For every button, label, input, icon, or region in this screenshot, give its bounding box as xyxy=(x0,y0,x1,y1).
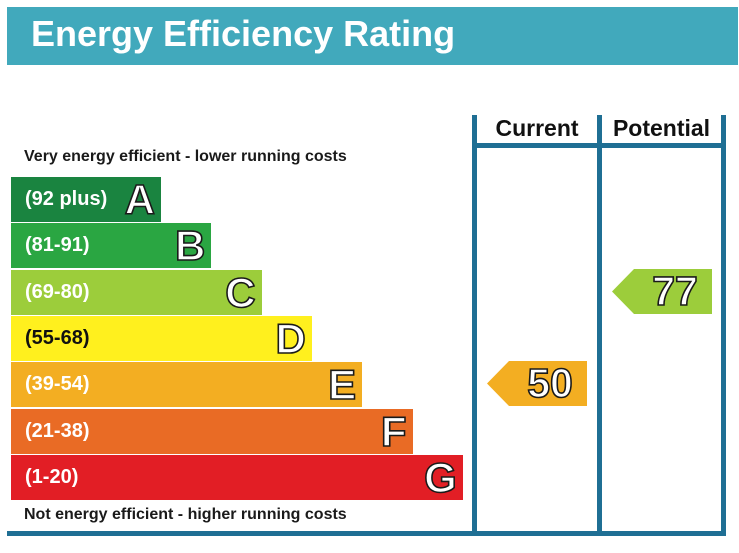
band-range-label: (21-38) xyxy=(25,419,90,442)
arrow-value-label: 77 xyxy=(651,267,698,315)
band-d: (55-68) D xyxy=(11,314,312,363)
band-range-label: (39-54) xyxy=(25,373,90,396)
caption-efficient: Very energy efficient - lower running co… xyxy=(24,148,347,165)
band-letter-label: F xyxy=(380,407,407,456)
band-range-label: (69-80) xyxy=(25,280,90,303)
band-range-label: (92 plus) xyxy=(25,188,108,210)
arrow-potential: 77 xyxy=(612,267,712,315)
band-e: (39-54) E xyxy=(11,360,363,409)
chart-title: Energy Efficiency Rating xyxy=(31,13,456,54)
arrow-current: 50 xyxy=(487,359,587,407)
frame-line-middle xyxy=(597,115,602,535)
band-letter-label: A xyxy=(124,175,156,224)
arrow-shape xyxy=(612,268,712,314)
arrow-fill xyxy=(487,361,587,407)
band-f: (21-38) F xyxy=(11,407,413,456)
band-letter-label: D xyxy=(275,314,307,363)
band-a: (92 plus) A xyxy=(11,175,161,224)
band-letter-label: B xyxy=(174,221,206,270)
band-range-label: (1-20) xyxy=(25,465,79,488)
band-b: (81-91) B xyxy=(11,221,212,270)
title-bar: Energy Efficiency Rating xyxy=(7,7,738,65)
band-g: (1-20) G xyxy=(11,453,463,502)
column-header-potential: Potential xyxy=(612,115,711,141)
arrow-fill xyxy=(612,268,712,314)
frame-bottom-line xyxy=(7,531,726,536)
arrow-value-label: 50 xyxy=(526,359,573,407)
arrow-shape xyxy=(487,361,587,407)
band-letter-label: C xyxy=(224,268,256,317)
band-letter-label: G xyxy=(423,453,457,502)
band-c: (69-80) C xyxy=(11,268,262,317)
frame-header-line xyxy=(472,143,726,148)
frame-line-left xyxy=(472,115,477,535)
column-header-current: Current xyxy=(495,115,579,141)
frame-line-right xyxy=(721,115,726,535)
band-range-label: (55-68) xyxy=(25,326,90,349)
band-letter-label: E xyxy=(327,360,357,409)
caption-inefficient: Not energy efficient - higher running co… xyxy=(24,506,347,523)
band-range-label: (81-91) xyxy=(25,234,90,257)
